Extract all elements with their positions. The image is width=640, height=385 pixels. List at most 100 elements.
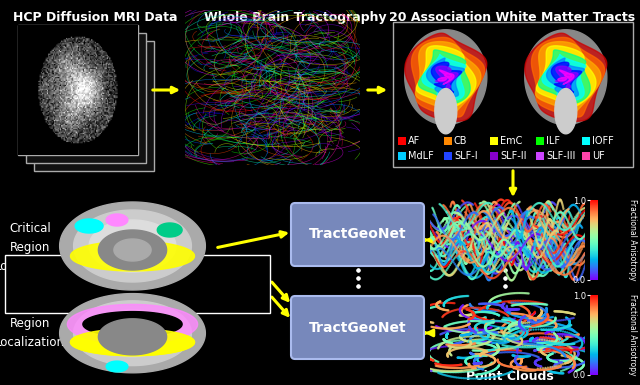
Point [455,241,465,248]
Point [554,326,564,333]
Point [537,253,547,259]
Point [505,261,515,267]
Point [557,352,567,358]
Point [459,242,469,248]
Point [539,256,549,262]
Point [481,255,491,261]
Point [449,234,459,241]
Point [579,233,589,239]
Point [500,338,510,344]
Point [586,201,596,208]
Point [465,363,475,369]
Point [440,215,451,221]
Point [518,328,528,334]
Point [439,235,449,241]
Point [508,335,518,341]
Point [516,336,527,342]
Point [524,239,534,245]
Point [470,338,481,344]
Point [511,340,522,346]
Point [536,345,547,352]
Point [492,345,502,351]
Point [554,357,564,363]
Point [566,261,577,267]
Point [471,203,481,209]
Point [531,347,541,353]
Point [513,265,524,271]
Point [524,353,534,359]
Point [510,241,520,247]
Point [506,335,516,341]
Point [562,353,572,359]
Point [548,260,559,266]
Point [433,257,444,263]
Point [495,329,506,335]
Point [461,329,472,335]
Point [568,248,578,254]
Point [517,258,527,264]
Point [429,253,440,259]
Point [568,366,578,372]
Point [561,252,572,258]
Point [541,316,552,323]
Point [481,318,491,325]
Point [500,318,511,324]
Point [461,356,472,362]
Point [550,258,561,264]
Point [464,329,474,335]
Point [557,347,567,353]
Point [514,339,524,345]
Point [569,253,579,259]
Point [586,340,596,346]
Point [422,367,432,373]
Point [525,331,535,337]
Point [514,321,524,328]
Point [547,320,557,326]
Point [429,324,439,330]
Point [490,243,500,249]
Point [535,348,545,354]
Point [556,215,566,221]
Bar [5,255,270,313]
Point [470,325,480,331]
Point [467,201,477,207]
Point [524,317,534,323]
Point [445,369,455,375]
Point [422,271,433,277]
Point [510,319,520,325]
Point [487,216,497,222]
Point [488,352,498,358]
Point [535,330,545,336]
Point [505,246,515,252]
Point [426,243,436,249]
Point [490,340,500,346]
Point [497,236,508,242]
Point [552,224,563,231]
Point [445,227,456,233]
Point [504,326,515,333]
Point [547,369,557,375]
Point [554,326,564,332]
Point [442,327,452,333]
Point [461,268,472,275]
Point [582,323,592,330]
Point [518,260,529,266]
Point [519,327,529,333]
Point [556,261,566,268]
Point [483,340,493,346]
Point [490,318,500,324]
Point [447,239,458,246]
Point [529,244,539,251]
Point [455,212,465,218]
Point [525,257,535,263]
Point [563,207,573,213]
Point [512,225,522,231]
Point [547,338,557,344]
Point [464,220,474,226]
Point [522,351,532,357]
Point [568,257,579,263]
Point [483,341,493,348]
Point [543,246,554,252]
Point [559,351,570,357]
Point [448,251,458,257]
